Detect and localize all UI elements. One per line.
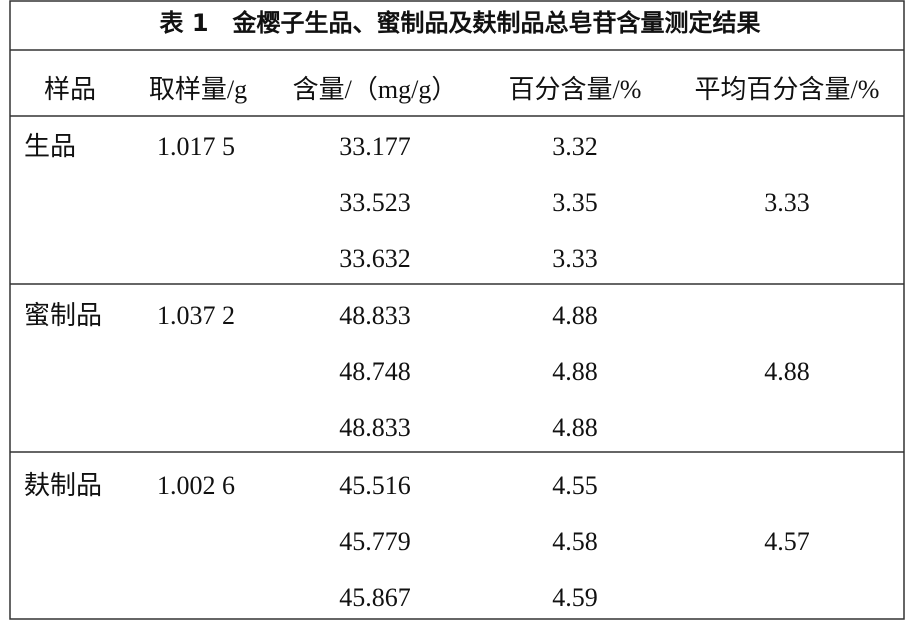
sample-name: 麸制品: [24, 471, 102, 500]
percent-value: 4.88: [552, 301, 598, 330]
average-value: 4.57: [764, 527, 810, 556]
content-value: 45.779: [339, 527, 411, 556]
content-value: 48.748: [339, 357, 411, 386]
column-header: 取样量/g: [149, 75, 247, 104]
percent-value: 3.33: [552, 244, 598, 273]
content-value: 33.632: [339, 244, 411, 273]
table-frame: [9, 0, 905, 620]
percent-value: 3.32: [552, 132, 598, 161]
column-header: 样品: [44, 75, 96, 104]
percent-value: 3.35: [552, 188, 598, 217]
percent-value: 4.88: [552, 413, 598, 442]
column-header: 含量/（mg/g）: [293, 75, 458, 104]
average-value: 4.88: [764, 357, 810, 386]
percent-value: 4.55: [552, 471, 598, 500]
column-header: 平均百分含量/%: [695, 75, 880, 104]
content-value: 48.833: [339, 301, 411, 330]
content-value: 48.833: [339, 413, 411, 442]
table-title: 表 1 金樱子生品、蜜制品及麸制品总皂苷含量测定结果: [159, 9, 760, 37]
percent-value: 4.58: [552, 527, 598, 556]
average-value: 3.33: [764, 188, 810, 217]
sample-mass: 1.037 2: [157, 301, 235, 330]
percent-value: 4.59: [552, 583, 598, 612]
sample-mass: 1.017 5: [157, 132, 235, 161]
content-value: 33.523: [339, 188, 411, 217]
content-value: 33.177: [339, 132, 411, 161]
sample-name: 蜜制品: [24, 301, 102, 330]
content-value: 45.516: [339, 471, 411, 500]
sample-mass: 1.002 6: [157, 471, 235, 500]
sample-name: 生品: [24, 132, 76, 161]
column-header: 百分含量/%: [509, 75, 642, 104]
percent-value: 4.88: [552, 357, 598, 386]
content-value: 45.867: [339, 583, 411, 612]
